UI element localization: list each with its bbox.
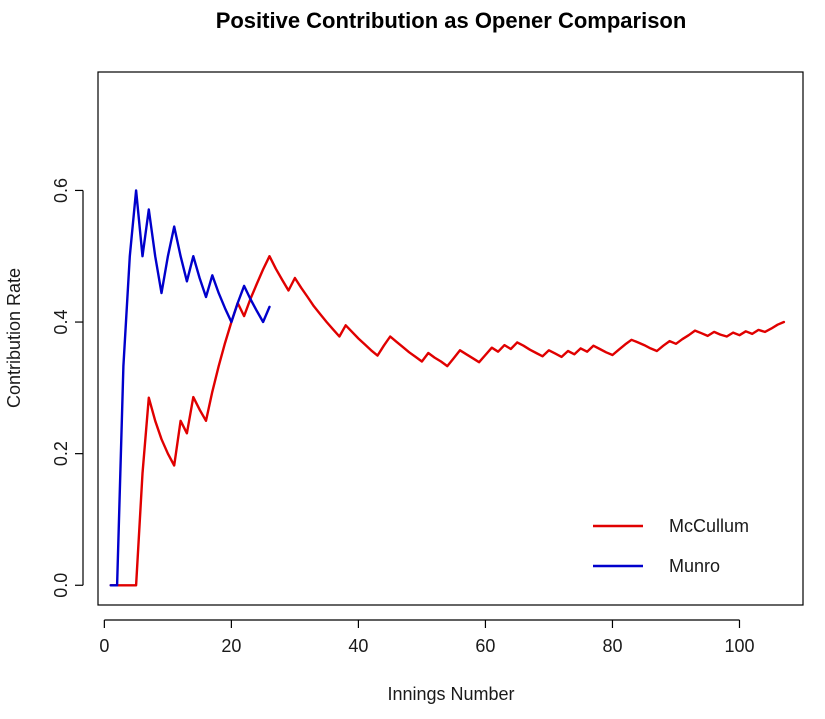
series-line-munro [109,189,271,587]
x-tick-label: 80 [602,636,622,656]
plot-frame [97,71,804,606]
legend: McCullum Munro [593,516,749,576]
x-tick-label: 40 [348,636,368,656]
legend-label-mccullum: McCullum [669,516,749,536]
x-tick-label: 60 [475,636,495,656]
x-axis-title: Innings Number [387,684,514,704]
y-axis: 0.0 0.2 0.4 0.6 [51,178,84,598]
y-axis-title: Contribution Rate [4,268,24,408]
y-tick-label: 0.6 [51,178,71,203]
chart-title: Positive Contribution as Opener Comparis… [216,8,687,33]
series-layer [109,189,786,587]
x-tick-label: 100 [724,636,754,656]
x-axis: 0 20 40 60 80 100 [99,619,755,656]
x-tick-label: 20 [221,636,241,656]
series-line-mccullum [109,255,786,587]
y-tick-label: 0.4 [51,310,71,335]
y-tick-label: 0.0 [51,573,71,598]
x-tick-label: 0 [99,636,109,656]
legend-label-munro: Munro [669,556,720,576]
y-tick-label: 0.2 [51,441,71,466]
